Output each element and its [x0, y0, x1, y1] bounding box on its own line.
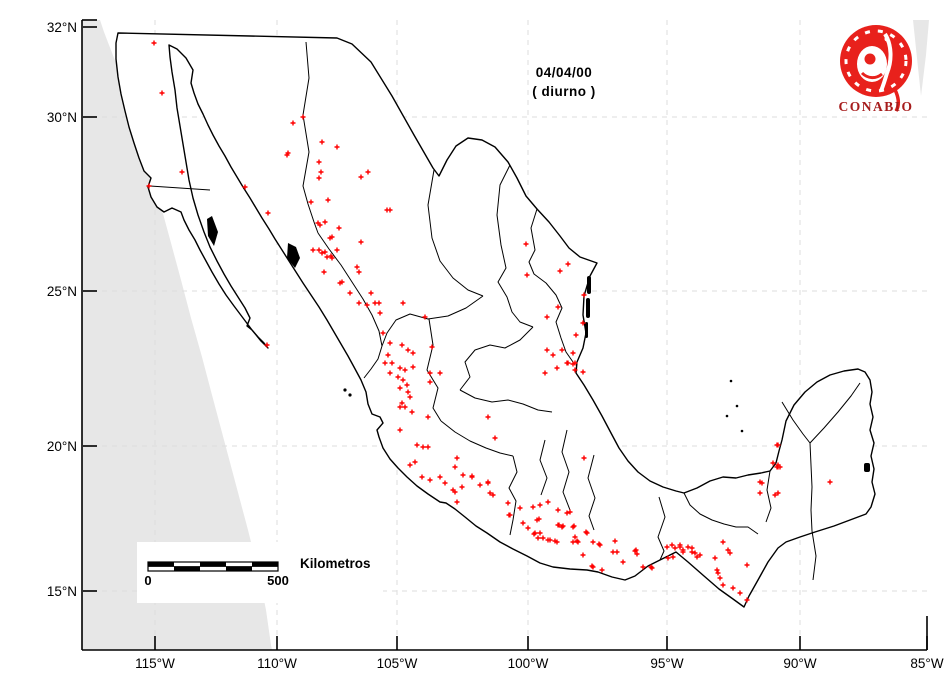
scale-cell	[148, 562, 174, 567]
scale-cell	[174, 566, 200, 571]
lon-tick-label: 95°W	[650, 656, 683, 671]
islands	[207, 216, 870, 472]
scale-cell	[200, 562, 226, 567]
nodata-region-west	[82, 20, 272, 650]
logo-wordmark: CONABIO	[838, 99, 913, 114]
nodata-region-northeast	[913, 20, 929, 96]
fire-hotspot-markers	[146, 40, 833, 603]
scalebar-panel	[137, 542, 383, 603]
scale-max-label: 500	[267, 573, 289, 588]
lon-tick-label: 105°W	[377, 656, 418, 671]
lat-tick-label: 15°N	[47, 584, 77, 599]
lat-tick-label: 30°N	[47, 110, 77, 125]
lon-tick-label: 115°W	[135, 656, 175, 671]
mexico-coastline	[115, 32, 876, 608]
lon-tick-label: 90°W	[783, 656, 816, 671]
conabio-logo	[840, 25, 912, 112]
lon-tick-label: 85°W	[910, 656, 943, 671]
axis-ticks-and-labels: 32°N 30°N 25°N 20°N 15°N 115°W 110°W 105°W 100°W…	[47, 20, 944, 671]
lat-tick-label: 20°N	[47, 439, 77, 454]
lon-tick-label: 110°W	[257, 656, 297, 671]
state-boundaries	[149, 41, 861, 581]
scale-bar	[147, 561, 279, 572]
date-label: 04/04/00	[536, 65, 593, 80]
mode-label: ( diurno )	[532, 84, 595, 99]
map-frame	[81, 19, 928, 651]
lat-tick-label: 25°N	[47, 284, 77, 299]
logo-macaw-eye	[884, 36, 890, 42]
scale-cell	[226, 566, 252, 571]
fire-hotspots-layer	[146, 40, 833, 603]
logo-macaw	[879, 32, 893, 92]
scale-cell	[252, 562, 278, 567]
logo-jaguar-jaw	[860, 71, 883, 80]
lon-tick-label: 100°W	[508, 656, 549, 671]
lat-tick-label: 32°N	[47, 20, 77, 35]
scale-zero-label: 0	[144, 573, 151, 588]
logo-jaguar-eye	[864, 53, 876, 65]
logo-rays	[844, 29, 908, 93]
scale-unit-label: Kilometros	[300, 556, 371, 571]
